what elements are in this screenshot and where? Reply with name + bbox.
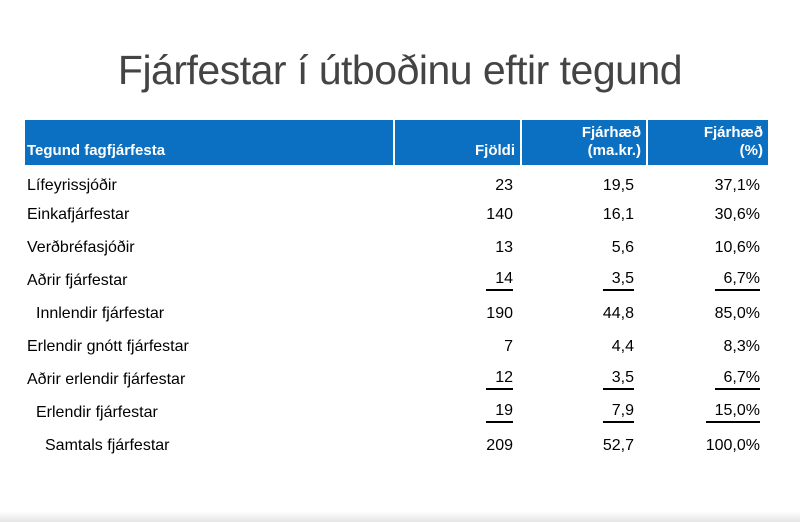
count-cell: 13 xyxy=(495,238,513,256)
table-row: Aðrir erlendir fjárfestar 12 3,5 6,7% xyxy=(25,363,768,396)
slide-title: Fjárfestar í útboðinu eftir tegund xyxy=(117,47,683,94)
count-cell: 140 xyxy=(486,205,513,223)
header-line: Fjárhæð xyxy=(581,123,641,141)
percent-cell: 6,7% xyxy=(648,363,768,396)
investor-table: Tegund fagfjárfesta Fjöldi Fjárhæð (ma.k… xyxy=(25,120,768,462)
amount-cell: 5,6 xyxy=(611,238,634,256)
underlined-value: 7,9 xyxy=(602,402,634,423)
header-row: Tegund fagfjárfesta Fjöldi Fjárhæð (ma.k… xyxy=(25,120,768,165)
count-cell: 7 xyxy=(504,337,513,355)
underlined-value: 14 xyxy=(486,270,513,291)
percent-cell: 15,0% xyxy=(648,396,768,429)
table-header: Tegund fagfjárfesta Fjöldi Fjárhæð (ma.k… xyxy=(25,120,768,165)
header-tegund: Tegund fagfjárfesta xyxy=(25,120,395,165)
underlined-value: 3,5 xyxy=(602,369,634,390)
table-row-subtotal: Erlendir fjárfestar 19 7,9 15,0% xyxy=(25,396,768,429)
percent-cell: 37,1% xyxy=(714,176,760,194)
amount-cell: 7,9 xyxy=(522,396,648,429)
percent-cell: 30,6% xyxy=(714,205,760,223)
investor-type-table: Tegund fagfjárfesta Fjöldi Fjárhæð (ma.k… xyxy=(25,120,768,462)
table-row-total: Samtals fjárfestar 209 52,7 100,0% xyxy=(25,429,768,462)
header-line: Fjöldi xyxy=(475,142,515,160)
row-label-cell: Erlendir fjárfestar xyxy=(36,403,158,421)
header-fjarhaed-pct: Fjárhæð (%) xyxy=(648,120,768,165)
count-cell: 23 xyxy=(495,176,513,194)
table-row: Verðbréfasjóðir 13 5,6 10,6% xyxy=(25,231,768,264)
amount-cell: 3,5 xyxy=(522,363,648,396)
table-row: Erlendir gnótt fjárfestar 7 4,4 8,3% xyxy=(25,330,768,363)
header-line: Tegund fagfjárfesta xyxy=(27,142,166,160)
amount-cell: 44,8 xyxy=(602,304,634,322)
row-label-cell: Erlendir gnótt fjárfestar xyxy=(27,337,189,355)
percent-cell: 10,6% xyxy=(714,238,760,256)
row-label-cell: Aðrir fjárfestar xyxy=(27,271,128,289)
underlined-value: 6,7% xyxy=(714,369,760,390)
percent-cell: 8,3% xyxy=(723,337,760,355)
header-line: (ma.kr.) xyxy=(587,142,641,160)
table-body: Lífeyrissjóðir 23 19,5 37,1% Einkafjárfe… xyxy=(25,165,768,462)
count-cell: 12 xyxy=(395,363,522,396)
amount-cell: 52,7 xyxy=(602,436,634,454)
row-label-cell: Lífeyrissjóðir xyxy=(27,176,117,194)
percent-cell: 6,7% xyxy=(648,264,768,297)
header-fjarhaed-makr: Fjárhæð (ma.kr.) xyxy=(522,120,648,165)
count-cell: 14 xyxy=(395,264,522,297)
count-cell: 19 xyxy=(395,396,522,429)
percent-cell: 85,0% xyxy=(714,304,760,322)
table-row: Lífeyrissjóðir 23 19,5 37,1% xyxy=(25,165,768,198)
count-cell: 190 xyxy=(486,304,513,322)
amount-cell: 4,4 xyxy=(611,337,634,355)
underlined-value: 12 xyxy=(486,369,513,390)
slide-bottom-shadow xyxy=(0,511,800,522)
percent-cell: 100,0% xyxy=(705,436,760,454)
row-label-cell: Einkafjárfestar xyxy=(27,205,130,223)
underlined-value: 15,0% xyxy=(705,402,760,423)
amount-cell: 16,1 xyxy=(602,205,634,223)
amount-cell: 3,5 xyxy=(522,264,648,297)
underlined-value: 19 xyxy=(486,402,513,423)
table-row: Einkafjárfestar 140 16,1 30,6% xyxy=(25,198,768,231)
header-line: Fjárhæð xyxy=(703,123,763,141)
underlined-value: 3,5 xyxy=(602,270,634,291)
row-label-cell: Innlendir fjárfestar xyxy=(36,304,165,322)
row-label-cell: Aðrir erlendir fjárfestar xyxy=(27,370,186,388)
row-label-cell: Verðbréfasjóðir xyxy=(27,238,135,256)
underlined-value: 6,7% xyxy=(714,270,760,291)
header-fjoldi: Fjöldi xyxy=(395,120,522,165)
table-row: Aðrir fjárfestar 14 3,5 6,7% xyxy=(25,264,768,297)
amount-cell: 19,5 xyxy=(602,176,634,194)
count-cell: 209 xyxy=(486,436,513,454)
header-line: (%) xyxy=(739,142,763,160)
table-row-subtotal: Innlendir fjárfestar 190 44,8 85,0% xyxy=(25,297,768,330)
row-label-cell: Samtals fjárfestar xyxy=(45,436,170,454)
